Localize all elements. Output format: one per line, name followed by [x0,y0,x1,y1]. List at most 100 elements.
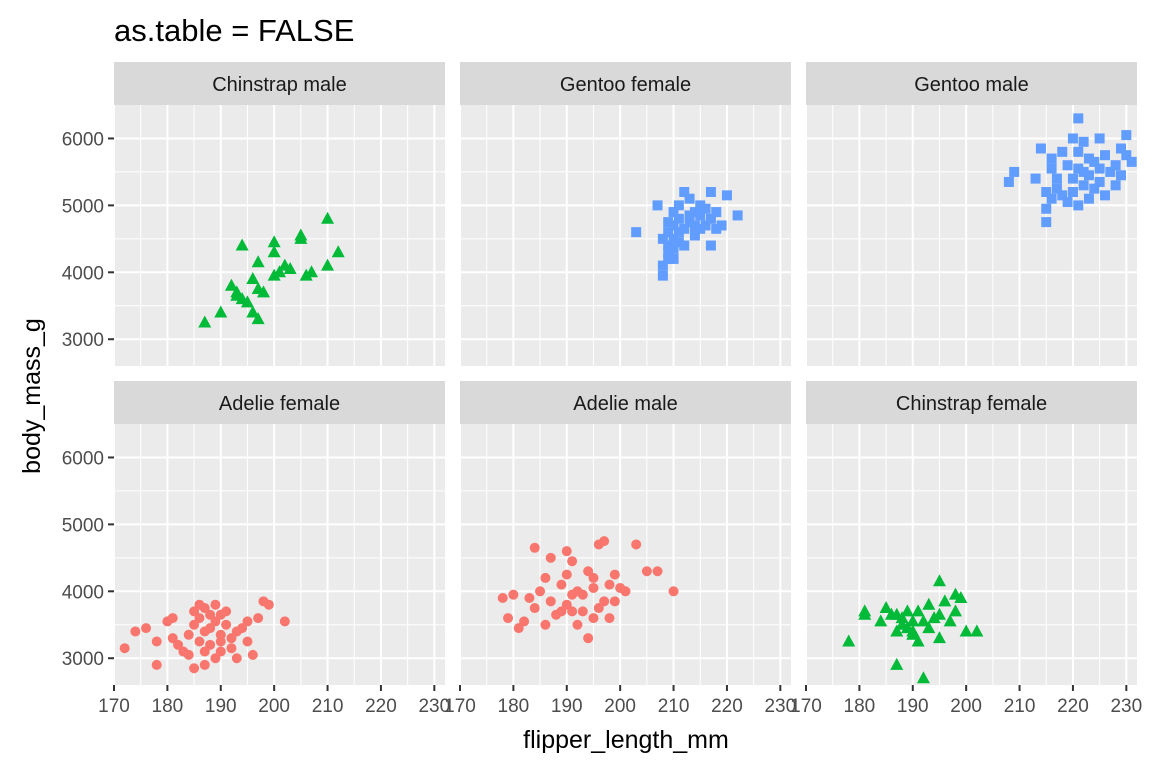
data-point [922,621,936,634]
data-point [943,614,957,627]
data-point [224,278,238,291]
data-point [235,238,249,251]
data-point [916,614,930,627]
y-tick-label: 5000 [62,196,104,217]
data-point [1105,166,1116,177]
data-point [1073,146,1084,157]
data-point [577,589,588,600]
data-point [1057,190,1068,201]
data-point [183,649,194,660]
data-point [599,596,610,607]
data-point [1126,156,1137,167]
data-point [1078,180,1089,191]
y-tick-label: 3000 [62,330,104,351]
data-point [588,613,599,624]
data-point [214,305,228,318]
data-point [895,611,909,624]
data-point [684,193,695,204]
data-point [279,616,290,627]
data-point [263,599,274,610]
data-point [732,210,743,221]
data-point [567,606,578,617]
data-point [673,200,684,211]
data-point [189,606,200,617]
data-point [663,217,674,228]
data-point [711,207,722,218]
data-point [588,572,599,583]
data-point [657,260,668,271]
data-point [668,233,679,244]
facet-strip [460,381,791,424]
data-point [1121,130,1132,141]
data-point [657,270,668,281]
data-point [620,586,631,597]
data-point [561,599,572,610]
data-point [673,227,684,238]
data-point [1051,183,1062,194]
data-point [700,203,711,214]
facet-strip-label: Chinstrap male [212,74,347,96]
data-point [283,261,297,274]
data-point [508,589,519,600]
data-point [529,603,540,614]
data-point [198,315,212,328]
facet-panel: Gentoo female [459,62,791,366]
data-point [1067,133,1078,144]
data-point [679,240,690,251]
data-point [331,245,345,258]
y-tick-label: 3000 [62,649,104,670]
data-point [519,616,530,627]
data-point [1073,163,1084,174]
data-point [189,663,200,674]
data-point [545,552,556,563]
data-point [890,657,904,670]
data-point [545,596,556,607]
data-point [1062,197,1073,208]
data-point [879,601,893,614]
data-point [321,258,335,271]
y-axis-title: body_mass_g [18,318,46,474]
data-point [194,636,205,647]
data-point [561,569,572,580]
data-point [652,200,663,211]
panel-background [460,424,791,685]
data-point [932,574,946,587]
data-point [705,187,716,197]
x-tick-label: 200 [604,696,636,717]
data-point [294,228,308,241]
facet-strip-label: Gentoo male [914,74,1029,96]
data-point [1083,170,1094,181]
data-point [932,607,946,620]
x-tick-label: 180 [498,696,530,717]
data-point [604,613,615,624]
data-point [679,223,690,234]
data-point [242,636,253,647]
data-point [663,240,674,251]
data-point [1099,150,1110,161]
data-point [199,603,210,614]
data-point [1089,156,1100,167]
facet-panel: Chinstrap female 170 180 190 200 210 220 230 [790,381,1142,717]
data-point [689,230,700,241]
data-point [695,210,706,221]
data-point [689,207,700,218]
facet-strip [114,381,445,424]
data-point [1115,170,1126,181]
data-point [668,586,679,597]
data-point [305,265,319,278]
x-tick-label: 230 [418,696,450,717]
facet-panel: Adelie female 3000 4000 5000 6000 170 180 190 20… [62,381,450,717]
data-point [321,211,335,224]
data-point [189,619,200,630]
data-point [240,295,254,308]
data-point [267,235,281,248]
data-point [1094,176,1105,187]
data-point [577,606,588,617]
data-point [205,609,216,620]
facet-strip [806,381,1137,424]
x-tick-label: 230 [1110,696,1142,717]
data-point [556,606,567,617]
x-tick-label: 210 [1004,696,1036,717]
data-point [199,646,210,657]
